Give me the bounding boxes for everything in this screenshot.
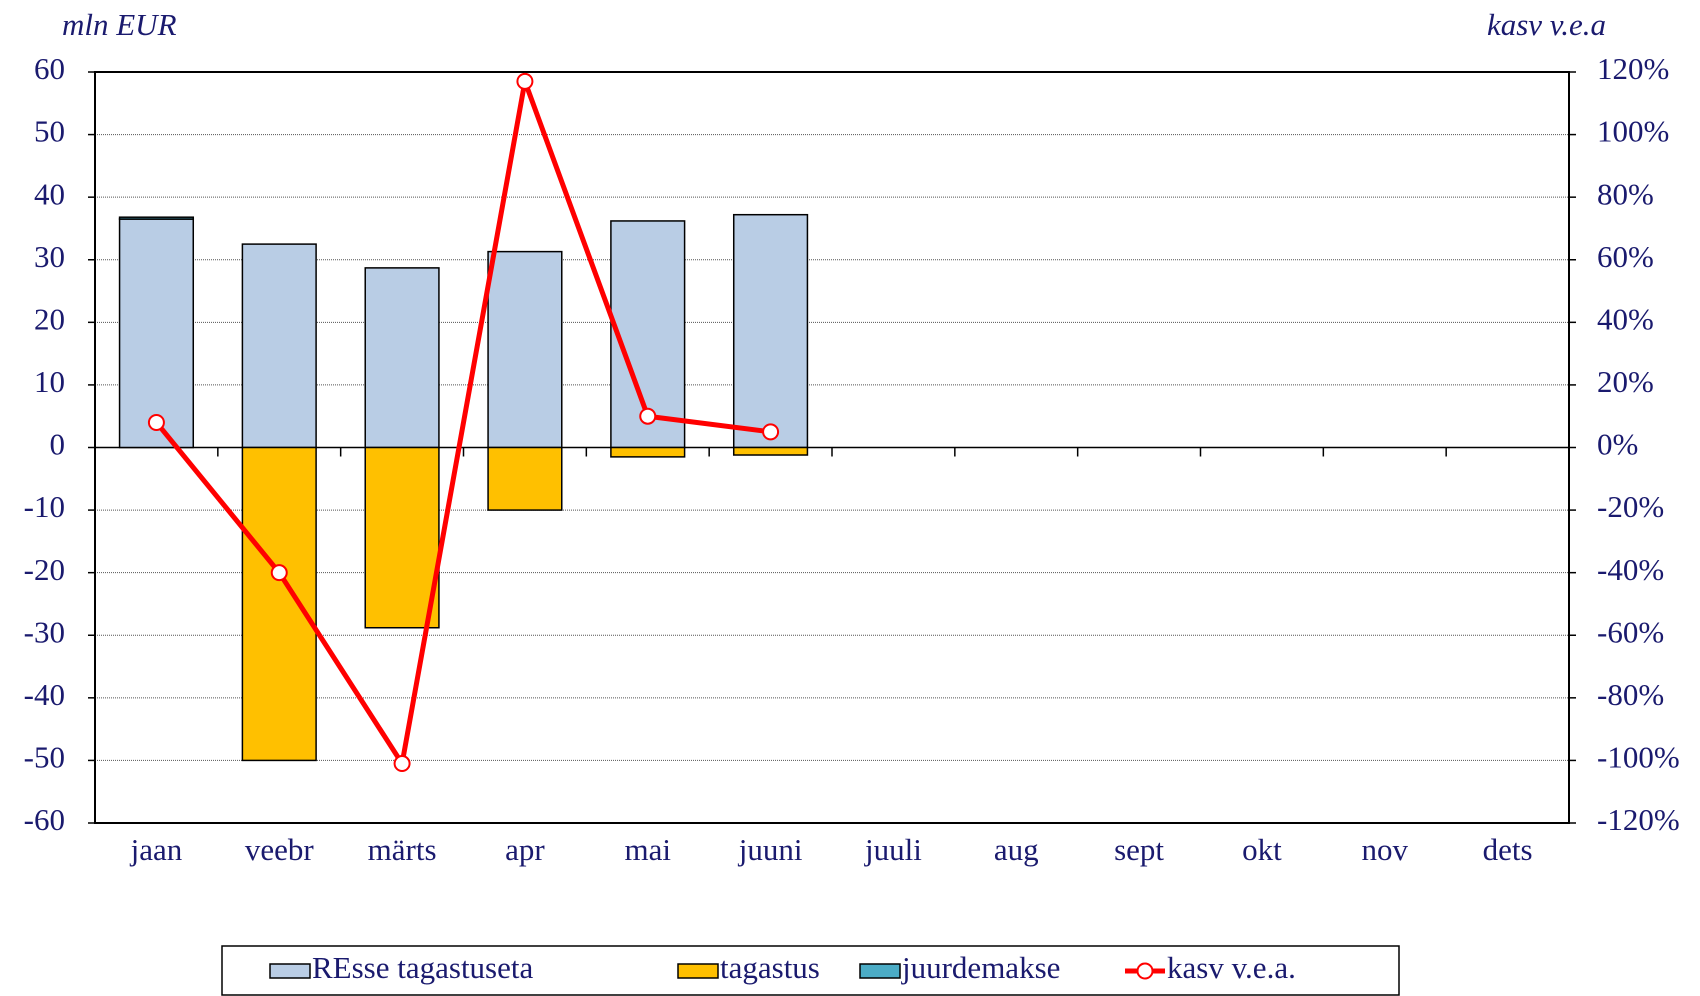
bar xyxy=(487,250,563,449)
y-tick-label: -30 xyxy=(24,614,65,649)
y2-tick-label: 80% xyxy=(1597,176,1654,211)
y-axis-label: mln EUR xyxy=(62,7,177,42)
y-tick-label: 30 xyxy=(34,239,65,274)
y2-tick-label: -60% xyxy=(1597,614,1664,649)
bar xyxy=(364,446,440,629)
x-tick-label: sept xyxy=(1114,832,1164,867)
legend-label: kasv v.e.a. xyxy=(1167,950,1296,985)
y-tick-label: -10 xyxy=(24,489,65,524)
bar xyxy=(118,216,195,220)
bar xyxy=(610,446,686,458)
x-tick-label: märts xyxy=(368,832,437,867)
x-tick-label: aug xyxy=(994,832,1039,867)
legend-label: tagastus xyxy=(720,950,820,985)
legend-label: juurdemakse xyxy=(901,950,1060,985)
x-tick-label: veebr xyxy=(245,832,315,867)
legend-box xyxy=(221,945,1400,996)
y2-tick-label: 20% xyxy=(1597,364,1654,399)
line-marker xyxy=(393,755,411,773)
bar xyxy=(487,446,563,511)
bar xyxy=(732,213,809,449)
y-tick-label: 10 xyxy=(34,364,65,399)
y2-tick-label: -100% xyxy=(1597,740,1680,775)
bar xyxy=(364,267,440,449)
line-marker xyxy=(639,407,657,425)
bar xyxy=(732,446,809,456)
y-tick-label: 0 xyxy=(50,427,66,462)
legend-swatch xyxy=(677,963,719,979)
y-tick-label: -40 xyxy=(24,677,65,712)
y2-tick-label: 100% xyxy=(1597,114,1669,149)
legend-swatch xyxy=(859,963,901,979)
y-tick-label: 50 xyxy=(34,114,65,149)
x-tick-label: apr xyxy=(505,832,545,867)
bar xyxy=(241,243,317,449)
bar xyxy=(241,446,317,762)
legend-label: REsse tagastuseta xyxy=(312,950,533,985)
y2-tick-label: -20% xyxy=(1597,489,1664,524)
x-tick-label: nov xyxy=(1362,832,1409,867)
x-tick-label: jaan xyxy=(130,832,183,867)
x-tick-label: juuni xyxy=(738,832,803,867)
y-tick-label: -60 xyxy=(24,802,65,837)
y2-tick-label: -120% xyxy=(1597,802,1680,837)
y2-tick-label: 60% xyxy=(1597,239,1654,274)
y2-tick-label: 40% xyxy=(1597,301,1654,336)
x-tick-label: okt xyxy=(1242,832,1282,867)
y2-axis-label: kasv v.e.a xyxy=(1487,7,1606,42)
line-marker xyxy=(270,564,288,582)
y2-tick-label: -40% xyxy=(1597,552,1664,587)
bar xyxy=(118,218,195,449)
legend-swatch xyxy=(269,963,311,979)
x-tick-label: mai xyxy=(625,832,672,867)
line-marker xyxy=(516,72,534,90)
y2-tick-label: 120% xyxy=(1597,51,1669,86)
x-tick-label: dets xyxy=(1483,832,1533,867)
legend-swatch xyxy=(1136,962,1154,980)
y-tick-label: -50 xyxy=(24,740,65,775)
line-marker xyxy=(762,423,780,441)
y-tick-label: 20 xyxy=(34,301,65,336)
y2-tick-label: -80% xyxy=(1597,677,1664,712)
line xyxy=(154,78,771,767)
y-tick-label: -20 xyxy=(24,552,65,587)
y-tick-label: 60 xyxy=(34,51,65,86)
x-tick-label: juuli xyxy=(864,832,922,867)
y-tick-label: 40 xyxy=(34,176,65,211)
line-marker xyxy=(147,413,165,431)
y2-tick-label: 0% xyxy=(1597,427,1638,462)
